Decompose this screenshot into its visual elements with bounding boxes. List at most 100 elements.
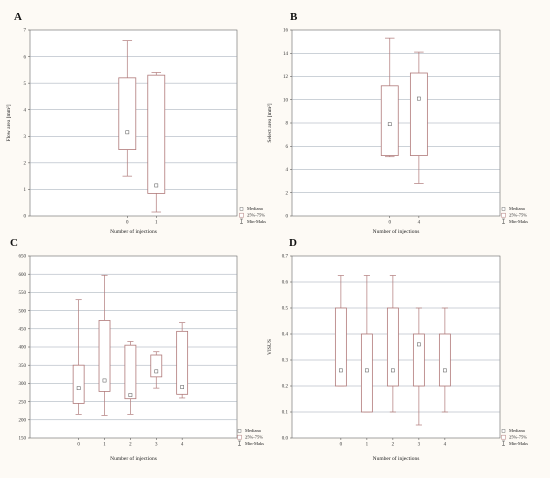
legend-median-swatch — [237, 429, 242, 433]
iqr-box — [360, 333, 373, 413]
median-marker — [417, 342, 421, 347]
x-tick-label: 1 — [366, 443, 369, 448]
x-tick-label: 0 — [340, 443, 343, 448]
box-4 — [438, 307, 451, 413]
panel-letter: B — [290, 11, 298, 23]
y-tick-label: 0 — [24, 215, 27, 220]
legend: Mediana 25%-75%Min-Maks — [501, 206, 528, 224]
y-tick-label: 8 — [286, 122, 289, 127]
y-tick-label: 5 — [24, 82, 27, 87]
x-tick-label: 3 — [418, 443, 421, 448]
x-tick-label: 4 — [444, 443, 447, 448]
y-tick-label: 6 — [24, 55, 27, 60]
median-marker — [125, 130, 130, 135]
median-marker — [76, 386, 81, 390]
y-tick-label: 0.5 — [282, 307, 289, 312]
iqr-box — [386, 307, 399, 387]
legend: Mediana 25%-75%Min-Maks — [237, 428, 264, 446]
legend-median-swatch — [501, 207, 506, 211]
y-tick-label: 0.7 — [282, 255, 289, 260]
median-marker — [154, 183, 159, 188]
iqr-box — [98, 320, 111, 392]
legend-iqr-swatch — [501, 212, 506, 218]
y-tick-label: 7 — [24, 29, 27, 34]
y-tick-label: 0.0 — [282, 437, 289, 442]
y-tick-label: 550 — [19, 291, 27, 296]
y-tick-label: 2 — [24, 162, 27, 167]
box-4 — [176, 322, 189, 399]
x-tick-label: 0 — [77, 443, 80, 448]
y-tick-label: 2 — [286, 191, 289, 196]
y-tick-label: 300 — [19, 382, 27, 387]
box-2 — [124, 341, 137, 415]
y-tick-label: 350 — [19, 364, 27, 369]
iqr-box — [176, 330, 189, 395]
panel-d: D 0.0 0.1 0.2 0.3 0.4 0.5 0.6 0.7 VISUS Number of … — [267, 237, 528, 462]
x-axis-label: Number of injections — [373, 228, 420, 235]
box-3 — [412, 307, 425, 426]
x-tick-label: 1 — [155, 221, 158, 226]
y-tick-label: 200 — [19, 419, 27, 424]
x-tick-label: 2 — [129, 443, 132, 448]
legend-iqr-swatch — [501, 434, 506, 440]
iqr-box — [412, 333, 425, 387]
legend-label: Min-Maks — [509, 219, 528, 224]
median-marker — [387, 122, 392, 127]
y-tick-label: 450 — [19, 328, 27, 333]
box-1 — [147, 72, 166, 213]
box-0 — [334, 275, 347, 387]
median-marker — [365, 368, 369, 373]
x-tick-label: 4 — [181, 443, 184, 448]
y-tick-label: 12 — [283, 75, 289, 80]
iqr-box — [334, 307, 347, 387]
x-tick-label: 1 — [103, 443, 106, 448]
legend-label: Mediana — [245, 428, 261, 433]
x-axis-label: Number of injections — [373, 455, 420, 462]
median-marker — [128, 393, 133, 397]
x-axis-label: Number of injections — [110, 455, 157, 462]
box-0 — [118, 40, 137, 177]
y-tick-label: 0.4 — [282, 333, 289, 338]
y-tick-label: 4 — [286, 168, 289, 173]
legend-label: Min-Maks — [509, 441, 528, 446]
y-tick-label: 14 — [283, 52, 289, 57]
legend-label: Mediana — [509, 206, 525, 211]
x-tick-label: 0 — [126, 221, 129, 226]
y-tick-label: 250 — [19, 400, 27, 405]
y-tick-label: 0.6 — [282, 281, 289, 286]
x-tick-label: 3 — [155, 443, 158, 448]
legend-label: 25%-75% — [245, 435, 263, 440]
legend-label: 25%-75% — [509, 213, 527, 218]
panel-letter: D — [289, 237, 297, 249]
y-axis-label: VISUS — [267, 339, 273, 355]
x-tick-label: 2 — [392, 443, 395, 448]
y-tick-label: 650 — [19, 255, 27, 260]
y-tick-label: 0.2 — [282, 385, 289, 390]
legend: Mediana 25%-75%Min-Maks — [501, 428, 528, 446]
box-0 — [380, 37, 399, 158]
legend: Mediana 25%-75%Min-Maks — [239, 206, 266, 224]
median-marker — [180, 385, 184, 389]
x-axis-label: Number of injections — [110, 228, 157, 235]
iqr-box — [150, 354, 163, 378]
y-tick-label: 1 — [24, 188, 27, 193]
median-marker — [391, 368, 395, 373]
legend-iqr-swatch — [237, 434, 242, 440]
legend-median-swatch — [239, 207, 244, 211]
y-axis-label: Flow area [mm²] — [6, 104, 12, 141]
iqr-box — [124, 344, 137, 400]
iqr-box — [72, 364, 85, 404]
y-tick-label: 0.1 — [282, 411, 289, 416]
legend-label: Mediana — [247, 206, 263, 211]
box-4 — [409, 51, 428, 184]
iqr-box — [380, 85, 399, 156]
median-marker — [417, 96, 421, 101]
legend-label: Min-Maks — [247, 219, 266, 224]
y-tick-label: 10 — [283, 98, 289, 103]
iqr-box — [409, 72, 428, 156]
y-tick-label: 0 — [286, 215, 289, 220]
box-2 — [386, 275, 399, 413]
y-tick-label: 6 — [286, 145, 289, 150]
